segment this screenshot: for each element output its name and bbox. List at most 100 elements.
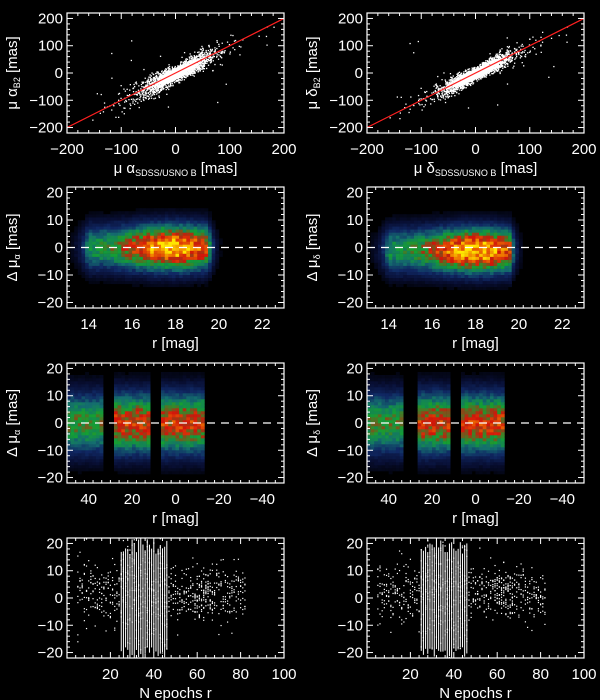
data-point (495, 53, 497, 55)
data-point (129, 94, 131, 96)
data-point (424, 104, 426, 106)
data-point (185, 65, 188, 67)
data-point (477, 77, 479, 79)
data-point (472, 83, 474, 85)
data-point (476, 74, 478, 76)
data-point (164, 81, 166, 84)
data-point (176, 75, 178, 77)
data-point (483, 65, 485, 67)
data-point (168, 70, 170, 72)
data-point (463, 74, 465, 76)
data-point (511, 52, 513, 54)
data-point (96, 93, 98, 95)
data-point (473, 66, 475, 69)
data-point (473, 76, 475, 78)
data-point (157, 88, 159, 90)
data-point (151, 89, 153, 91)
data-point (499, 71, 501, 73)
data-point (203, 65, 205, 67)
data-point (454, 83, 457, 85)
data-point (484, 75, 486, 77)
data-point (467, 69, 469, 71)
data-point (200, 67, 202, 69)
data-point (468, 83, 470, 85)
data-point (479, 64, 481, 66)
data-point (451, 82, 453, 84)
data-point (446, 91, 449, 93)
data-point (494, 69, 496, 71)
data-point (169, 86, 171, 88)
data-point (117, 93, 120, 95)
data-point (497, 64, 499, 66)
data-point (165, 73, 167, 75)
data-point (165, 72, 167, 74)
data-point (476, 70, 478, 72)
data-point (500, 66, 502, 68)
data-point (495, 68, 498, 71)
data-point (148, 95, 150, 97)
data-point (498, 55, 500, 57)
data-point (524, 55, 526, 57)
data-point (513, 51, 516, 53)
data-point (521, 62, 523, 64)
data-point (161, 75, 163, 77)
data-point (496, 60, 498, 62)
data-point (134, 99, 136, 101)
data-point (489, 57, 491, 59)
data-point (177, 65, 179, 67)
data-point (148, 81, 151, 83)
data-point (162, 73, 164, 75)
outlier-point (183, 51, 186, 54)
data-point (202, 49, 204, 52)
data-point (159, 77, 161, 79)
data-point (472, 82, 475, 84)
data-point (509, 55, 511, 58)
data-point (176, 80, 178, 82)
data-point (194, 56, 196, 58)
data-point (193, 70, 196, 73)
data-point (170, 85, 172, 87)
data-point (442, 97, 445, 99)
data-point (234, 39, 237, 42)
data-point (195, 64, 197, 66)
data-point (186, 72, 188, 74)
data-point (462, 85, 464, 88)
y-tick-label: 200 (38, 10, 63, 27)
data-point (440, 87, 442, 90)
data-point (442, 95, 444, 98)
data-point (187, 64, 189, 66)
data-point (193, 66, 195, 68)
data-point (173, 68, 175, 70)
data-point (134, 86, 136, 88)
data-point (203, 62, 205, 64)
data-point (437, 95, 439, 97)
data-point (460, 76, 462, 78)
data-point (475, 73, 477, 75)
data-point (503, 62, 505, 64)
data-point (198, 51, 200, 53)
data-point (450, 76, 452, 78)
data-point (186, 58, 189, 60)
data-point (174, 75, 176, 77)
data-point (466, 81, 468, 83)
data-point (461, 89, 463, 91)
data-point (153, 85, 155, 87)
outlier-point (111, 77, 113, 79)
data-point (509, 50, 512, 52)
data-point (446, 81, 448, 83)
data-point (164, 75, 166, 77)
data-point (493, 58, 495, 60)
data-point (473, 69, 475, 71)
data-point (213, 51, 216, 53)
data-point (500, 65, 503, 67)
data-point (139, 94, 141, 96)
data-point (499, 49, 501, 51)
data-point (201, 50, 203, 52)
data-point (187, 71, 189, 73)
data-point (173, 70, 176, 73)
data-point (150, 97, 153, 99)
data-point (177, 66, 179, 68)
data-point (179, 65, 182, 67)
data-point (180, 74, 182, 76)
data-point (146, 80, 148, 82)
